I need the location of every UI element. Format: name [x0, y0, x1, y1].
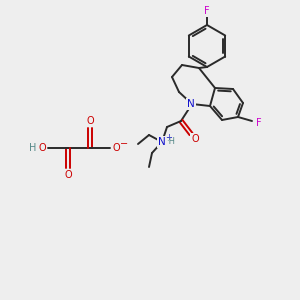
Text: H: H [29, 143, 37, 153]
Text: O: O [38, 143, 46, 153]
Text: N: N [158, 137, 166, 147]
Text: O: O [112, 143, 120, 153]
Text: F: F [204, 6, 210, 16]
Text: ·H: ·H [167, 137, 176, 146]
Text: O: O [86, 116, 94, 126]
Text: O: O [64, 170, 72, 180]
Text: −: − [120, 139, 128, 149]
Text: +: + [166, 133, 172, 142]
Text: F: F [256, 118, 262, 128]
Text: N: N [187, 99, 195, 109]
Text: O: O [191, 134, 199, 144]
